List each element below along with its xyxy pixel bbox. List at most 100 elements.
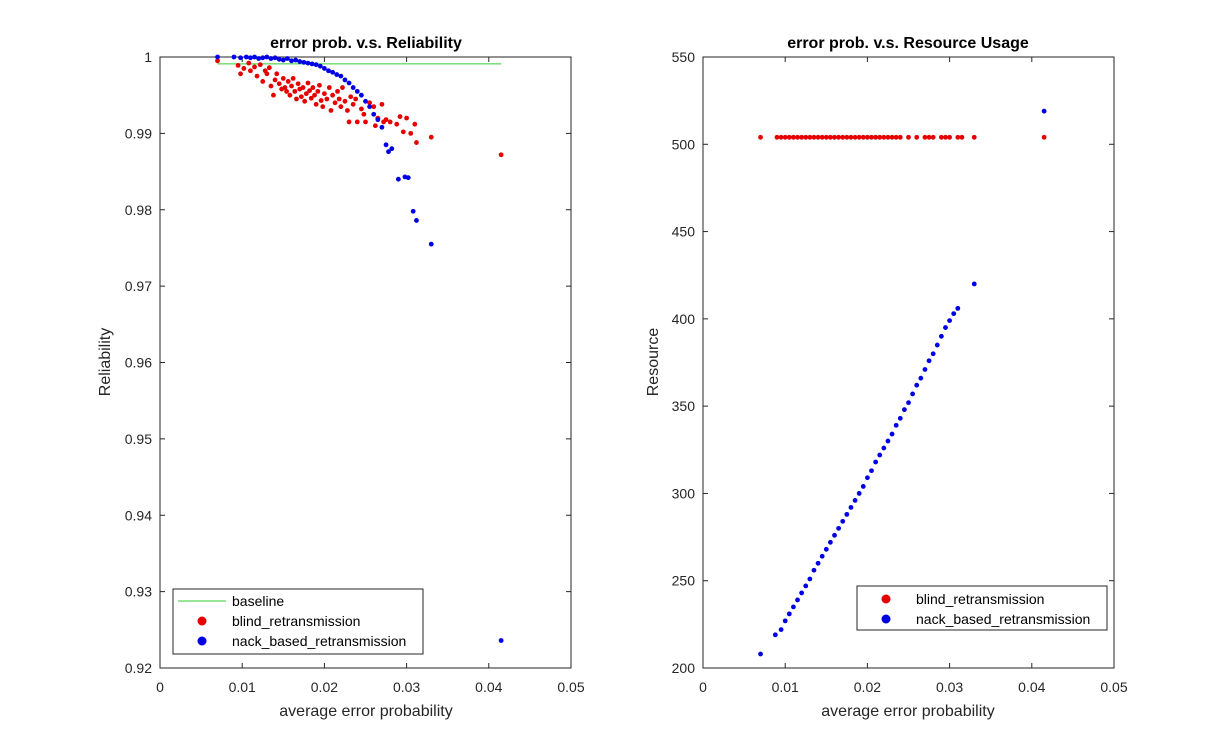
legend-nack-label: nack_based_retransmission — [232, 633, 406, 649]
blind-retransmission-point — [246, 60, 252, 66]
blind-retransmission-point — [823, 134, 829, 140]
blind-retransmission-point — [358, 106, 364, 112]
blind-retransmission-point — [795, 134, 800, 140]
nack-based-retransmission-point — [309, 61, 315, 67]
nack-based-retransmission-point — [301, 59, 307, 65]
blind-retransmission-point — [873, 134, 879, 140]
nack-based-retransmission-point — [848, 504, 854, 510]
y-tick-label: 0.97 — [125, 278, 152, 294]
blind-retransmission-point — [345, 108, 350, 113]
blind-retransmission-point — [828, 134, 833, 140]
blind-retransmission-point — [400, 129, 406, 135]
nack-based-retransmission-point — [897, 415, 903, 421]
nack-based-retransmission-point — [877, 452, 883, 458]
blind-retransmission-point — [322, 91, 327, 97]
nack-based-retransmission-point — [893, 422, 899, 428]
x-tick-label: 0.04 — [1018, 679, 1045, 695]
blind-retransmission-point — [287, 92, 293, 98]
blind-retransmission-point — [815, 134, 821, 140]
legend-blind-marker — [881, 594, 891, 604]
blind-retransmission-point — [844, 134, 850, 140]
nack-based-retransmission-point — [918, 375, 924, 381]
blind-retransmission-point — [354, 119, 360, 125]
y-tick-label: 0.95 — [125, 431, 152, 447]
nack-based-retransmission-point — [926, 358, 932, 364]
blind-retransmission-point — [897, 134, 903, 140]
blind-retransmission-point — [1041, 134, 1047, 140]
blind-retransmission-point — [238, 71, 243, 77]
nack-based-retransmission-point — [280, 57, 286, 63]
blind-retransmission-point — [285, 79, 291, 84]
blind-retransmission-point — [955, 134, 961, 140]
nack-based-retransmission-point — [215, 54, 220, 60]
nack-based-retransmission-point — [836, 525, 842, 531]
blind-retransmission-point — [397, 114, 403, 119]
blind-retransmission-point — [363, 119, 368, 125]
x-tick-label: 0.02 — [854, 679, 881, 695]
nack-based-retransmission-point — [873, 459, 879, 465]
blind-retransmission-point — [353, 96, 359, 102]
nack-based-retransmission-point — [371, 111, 377, 117]
blind-retransmission-point — [338, 104, 344, 110]
blind-retransmission-point — [320, 104, 326, 110]
blind-retransmission-point — [938, 134, 944, 140]
blind-retransmission-point — [274, 71, 280, 77]
blind-retransmission-point — [336, 96, 342, 102]
x-tick-label: 0.05 — [557, 679, 584, 695]
blind-retransmission-point — [803, 134, 809, 140]
blind-retransmission-point — [305, 80, 311, 86]
resource-legend-box — [856, 585, 1108, 631]
nack-based-retransmission-point — [383, 142, 389, 148]
nack-based-retransmission-point — [938, 333, 944, 339]
blind-retransmission-point — [330, 92, 336, 98]
nack-based-retransmission-point — [910, 391, 916, 397]
nack-based-retransmission-point — [346, 80, 352, 86]
nack-based-retransmission-point — [869, 468, 874, 474]
blind-retransmission-point — [408, 130, 414, 136]
nack-based-retransmission-point — [238, 55, 243, 61]
blind-retransmission-point — [266, 65, 272, 71]
blind-retransmission-point — [791, 134, 796, 140]
blind-retransmission-point — [387, 119, 393, 125]
blind-retransmission-point — [889, 134, 895, 140]
nack-based-retransmission-point — [334, 72, 340, 77]
resource-y-ticks: 200 250 300 350 400 450 500 550 — [672, 49, 1114, 676]
legend-nack-marker — [197, 636, 207, 646]
x-tick-label: 0.03 — [393, 679, 420, 695]
blind-retransmission-point — [313, 101, 319, 107]
nack-based-retransmission-point — [852, 498, 858, 503]
nack-based-retransmission-point — [342, 77, 348, 83]
nack-based-retransmission-point — [823, 546, 829, 552]
nack-based-retransmission-point — [786, 611, 792, 617]
y-tick-label: 0.94 — [125, 507, 152, 523]
blind-retransmission-point — [303, 91, 309, 97]
blind-retransmission-point — [268, 83, 274, 89]
nack-based-retransmission-point — [354, 88, 360, 94]
nack-based-retransmission-point — [815, 560, 821, 566]
nack-based-retransmission-point — [231, 54, 237, 60]
nack-based-retransmission-point — [844, 511, 850, 517]
nack-based-retransmission-point — [338, 73, 344, 79]
blind-retransmission-point — [317, 82, 322, 88]
reliability-x-ticks: 0 0.01 0.02 0.03 0.04 0.05 — [156, 57, 585, 695]
nack-based-retransmission-point — [832, 532, 837, 538]
blind-retransmission-point — [371, 104, 377, 110]
blind-retransmission-point — [930, 134, 936, 140]
y-tick-label: 0.98 — [125, 202, 152, 218]
nack-based-retransmission-point — [889, 431, 895, 437]
nack-based-retransmission-point — [803, 583, 809, 589]
resource-x-axis-label: average error probability — [821, 703, 994, 720]
nack-based-retransmission-point — [293, 57, 299, 63]
resource-chart-title: error prob. v.s. Resource Usage — [787, 35, 1029, 52]
blind-retransmission-point — [943, 134, 948, 140]
series-blind-retransmission — [758, 134, 1047, 140]
nack-based-retransmission-point — [828, 539, 833, 545]
nack-based-retransmission-point — [758, 651, 763, 657]
nack-based-retransmission-point — [367, 104, 373, 110]
blind-retransmission-point — [307, 88, 313, 94]
x-tick-label: 0.04 — [475, 679, 502, 695]
nack-based-retransmission-point — [943, 325, 948, 330]
blind-retransmission-point — [324, 96, 330, 102]
resource-legend: blind_retransmission nack_based_retransm… — [856, 585, 1108, 631]
nack-based-retransmission-point — [881, 445, 887, 451]
